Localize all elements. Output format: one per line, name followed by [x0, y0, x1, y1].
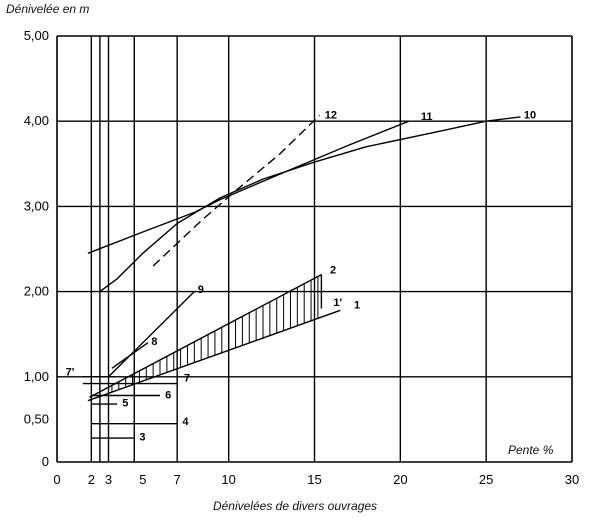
series-line-9: [108, 291, 195, 378]
series-line-12: [152, 114, 321, 267]
x-tick-label: 5: [139, 472, 146, 487]
y-tick-label: 1,00: [24, 369, 49, 384]
x-tick-label: 3: [105, 472, 112, 487]
x-tick-label: 30: [565, 472, 579, 487]
series-label: 2: [330, 264, 336, 276]
x-tick-label: 7: [174, 472, 181, 487]
series-line-1: [87, 309, 341, 402]
series-label: 11: [421, 111, 433, 123]
series-label: 6: [165, 390, 171, 402]
series-label: 8: [151, 336, 157, 348]
series-label: 1: [354, 299, 360, 311]
y-tick-label: 5,00: [24, 28, 49, 43]
series-label: 7: [184, 373, 190, 385]
series-label: 4: [182, 416, 189, 428]
figure-caption: Dénivelées de divers ouvrages: [212, 499, 378, 513]
x-tick-label: 10: [221, 472, 235, 487]
y-tick-label: 0: [42, 454, 49, 469]
series-label: 5: [122, 397, 128, 409]
series-label: 7': [66, 367, 75, 379]
y-tick-label: 2,00: [24, 284, 49, 299]
series-line-10: [99, 116, 521, 293]
y-tick-label: 3,00: [24, 198, 49, 213]
series-label: 10: [524, 109, 536, 121]
series-line-2: [89, 273, 322, 398]
y-tick-label: 0,50: [24, 411, 49, 426]
x-axis-title: Pente %: [508, 443, 554, 457]
x-tick-label: 0: [53, 472, 60, 487]
series-label: 12: [325, 109, 337, 121]
series-label: 1': [333, 297, 342, 309]
x-tick-label: 2: [88, 472, 95, 487]
y-axis-title: Dénivelée en m: [6, 2, 90, 16]
series-label: 3: [139, 431, 145, 443]
x-tick-label: 15: [307, 472, 321, 487]
series-label: 9: [198, 284, 204, 296]
series-line-11: [87, 120, 410, 254]
x-tick-label: 25: [479, 472, 493, 487]
x-tick-label: 20: [393, 472, 407, 487]
y-tick-label: 4,00: [24, 113, 49, 128]
